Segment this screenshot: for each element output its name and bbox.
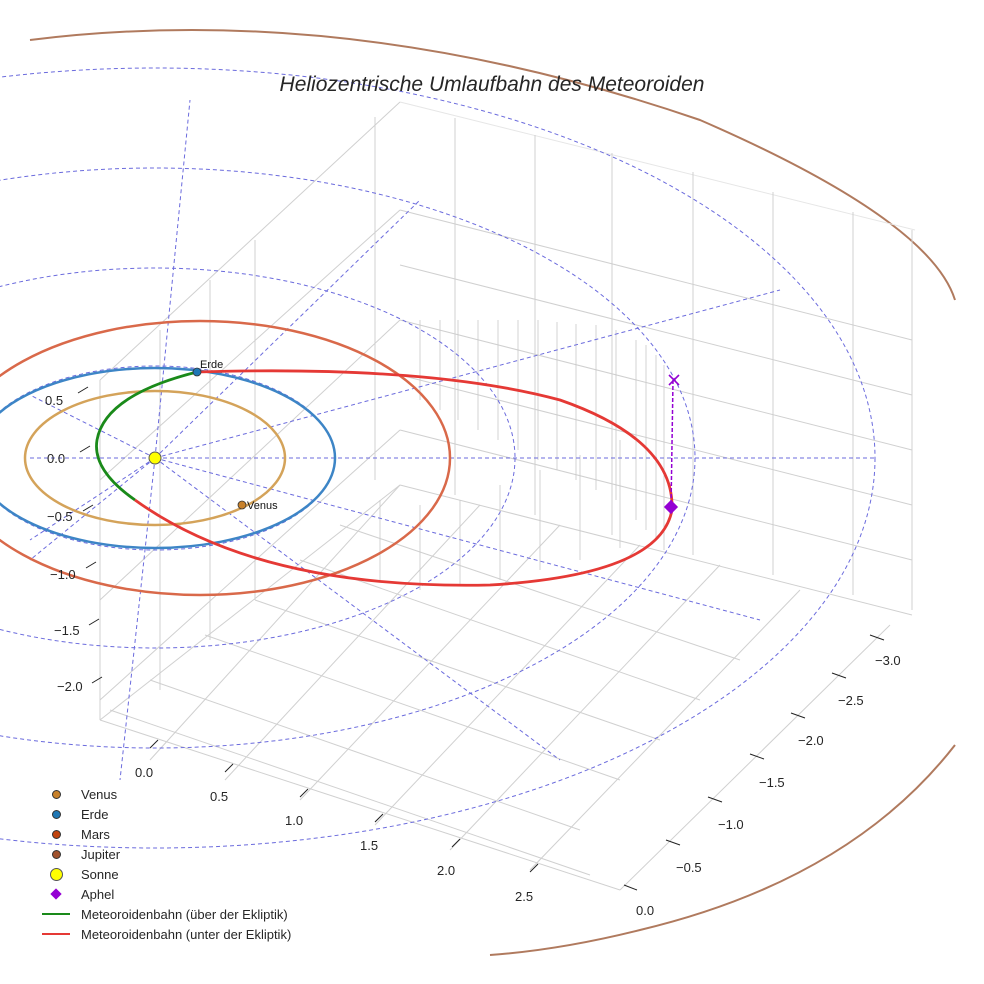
legend-item-mars: Mars — [38, 824, 291, 844]
mars-dot-icon — [51, 829, 61, 839]
legend-item-aphel: Aphel — [38, 884, 291, 904]
y-axis-ticks — [623, 634, 885, 891]
venus-dot-icon — [51, 789, 61, 799]
ecliptic-polar-grid — [0, 67, 876, 849]
y-tick: −1.5 — [759, 775, 785, 790]
legend-item-orbit-below: Meteoroidenbahn (unter der Ekliptik) — [38, 924, 291, 944]
earth-marker — [192, 367, 202, 377]
legend-label: Mars — [81, 826, 110, 842]
legend-label: Venus — [81, 786, 118, 802]
grid-lines — [99, 101, 916, 891]
legend-item-sonne: Sonne — [38, 864, 291, 884]
z-tick: 0.0 — [47, 451, 65, 466]
red-line-icon — [42, 933, 70, 935]
venus-orbit — [23, 389, 287, 527]
legend-label: Meteoroidenbahn (unter der Ekliptik) — [81, 926, 292, 942]
venus-marker — [237, 500, 247, 510]
aphel-projection-line — [670, 379, 674, 509]
mars-orbit — [0, 319, 452, 597]
legend-item-venus: Venus — [38, 784, 291, 804]
y-tick: −2.0 — [798, 733, 824, 748]
green-line-icon — [42, 913, 70, 915]
z-tick: −2.0 — [57, 679, 83, 694]
legend-label: Jupiter — [81, 846, 121, 862]
x-tick: 1.5 — [360, 838, 378, 853]
legend-item-orbit-above: Meteoroidenbahn (über der Ekliptik) — [38, 904, 291, 924]
z-tick: 0.5 — [45, 393, 63, 408]
y-tick: −2.5 — [838, 693, 864, 708]
z-tick: −1.0 — [50, 567, 76, 582]
x-tick: 0.0 — [135, 765, 153, 780]
aphel-projection-x-icon — [668, 374, 680, 386]
drop-lines — [379, 320, 665, 590]
legend-label: Meteoroidenbahn (über der Ekliptik) — [81, 906, 288, 922]
jupiter-dot-icon — [51, 849, 61, 859]
meteoroid-orbit-below — [134, 369, 674, 587]
legend-item-erde: Erde — [38, 804, 291, 824]
y-tick: −3.0 — [875, 653, 901, 668]
legend: Venus Erde Mars Jupiter Sonne Aphel Mete… — [38, 784, 291, 944]
legend-label: Erde — [81, 806, 109, 822]
x-tick: 2.5 — [515, 889, 533, 904]
x-tick: 1.0 — [285, 813, 303, 828]
z-tick: −1.5 — [54, 623, 80, 638]
legend-label: Aphel — [81, 886, 115, 902]
jupiter-orbit — [29, 29, 956, 956]
meteoroid-orbit-above — [95, 370, 198, 502]
aphel-marker — [663, 499, 679, 515]
legend-item-jupiter: Jupiter — [38, 844, 291, 864]
earth-orbit — [0, 366, 337, 550]
venus-label: Venus — [247, 500, 278, 512]
x-axis-ticks — [149, 739, 539, 873]
earth-label: Erde — [200, 359, 223, 371]
sun-icon — [49, 867, 63, 881]
z-axis-ticks — [77, 386, 103, 684]
y-tick: −1.0 — [718, 817, 744, 832]
chart-title: Heliozentrische Umlaufbahn des Meteoroid… — [279, 73, 705, 96]
diamond-icon — [50, 888, 62, 900]
y-tick: −0.5 — [676, 860, 702, 875]
z-tick: −0.5 — [47, 509, 73, 524]
sun-marker — [148, 451, 162, 465]
earth-dot-icon — [51, 809, 61, 819]
y-tick: 0.0 — [636, 903, 654, 918]
legend-label: Sonne — [81, 866, 119, 882]
x-tick: 2.0 — [437, 863, 455, 878]
x-tick: 0.5 — [210, 789, 228, 804]
